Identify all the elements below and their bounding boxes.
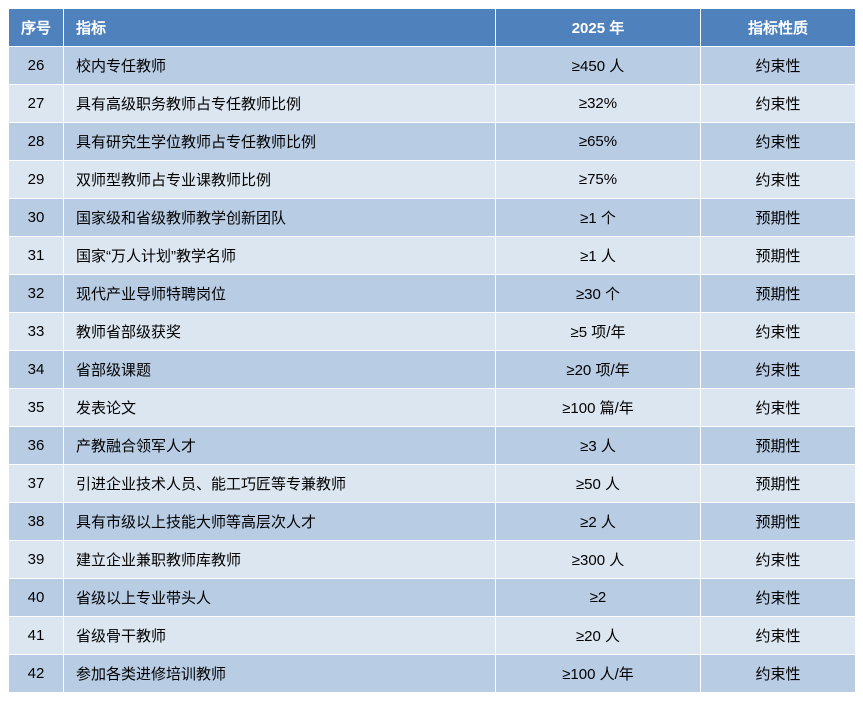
indicators-table: 序号 指标 2025 年 指标性质 26校内专任教师≥450 人约束性27具有高… <box>8 8 856 693</box>
cell-nature: 约束性 <box>701 351 856 389</box>
cell-indicator: 省级骨干教师 <box>64 617 496 655</box>
cell-year: ≥100 篇/年 <box>496 389 701 427</box>
cell-year: ≥30 个 <box>496 275 701 313</box>
header-seq: 序号 <box>9 9 64 47</box>
cell-seq: 26 <box>9 47 64 85</box>
cell-nature: 约束性 <box>701 313 856 351</box>
cell-seq: 41 <box>9 617 64 655</box>
cell-seq: 38 <box>9 503 64 541</box>
cell-seq: 27 <box>9 85 64 123</box>
cell-year: ≥75% <box>496 161 701 199</box>
header-year: 2025 年 <box>496 9 701 47</box>
table-header: 序号 指标 2025 年 指标性质 <box>9 9 856 47</box>
cell-indicator: 校内专任教师 <box>64 47 496 85</box>
cell-seq: 40 <box>9 579 64 617</box>
cell-indicator: 具有研究生学位教师占专任教师比例 <box>64 123 496 161</box>
header-nature: 指标性质 <box>701 9 856 47</box>
cell-nature: 约束性 <box>701 161 856 199</box>
cell-seq: 39 <box>9 541 64 579</box>
cell-nature: 约束性 <box>701 85 856 123</box>
cell-nature: 预期性 <box>701 427 856 465</box>
cell-seq: 29 <box>9 161 64 199</box>
cell-indicator: 具有高级职务教师占专任教师比例 <box>64 85 496 123</box>
cell-seq: 28 <box>9 123 64 161</box>
cell-indicator: 建立企业兼职教师库教师 <box>64 541 496 579</box>
cell-indicator: 省部级课题 <box>64 351 496 389</box>
cell-seq: 35 <box>9 389 64 427</box>
table-row: 40省级以上专业带头人≥2约束性 <box>9 579 856 617</box>
table-row: 37引进企业技术人员、能工巧匠等专兼教师≥50 人预期性 <box>9 465 856 503</box>
cell-year: ≥65% <box>496 123 701 161</box>
table-row: 29双师型教师占专业课教师比例≥75%约束性 <box>9 161 856 199</box>
cell-indicator: 教师省部级获奖 <box>64 313 496 351</box>
cell-seq: 33 <box>9 313 64 351</box>
table-row: 34省部级课题≥20 项/年约束性 <box>9 351 856 389</box>
cell-indicator: 现代产业导师特聘岗位 <box>64 275 496 313</box>
cell-year: ≥100 人/年 <box>496 655 701 693</box>
cell-nature: 约束性 <box>701 47 856 85</box>
table-row: 26校内专任教师≥450 人约束性 <box>9 47 856 85</box>
cell-nature: 约束性 <box>701 123 856 161</box>
cell-year: ≥20 项/年 <box>496 351 701 389</box>
cell-indicator: 双师型教师占专业课教师比例 <box>64 161 496 199</box>
cell-seq: 37 <box>9 465 64 503</box>
cell-year: ≥2 <box>496 579 701 617</box>
table-row: 35发表论文≥100 篇/年约束性 <box>9 389 856 427</box>
cell-nature: 预期性 <box>701 465 856 503</box>
cell-year: ≥300 人 <box>496 541 701 579</box>
table-row: 36产教融合领军人才≥3 人预期性 <box>9 427 856 465</box>
cell-nature: 约束性 <box>701 655 856 693</box>
table-row: 30国家级和省级教师教学创新团队≥1 个预期性 <box>9 199 856 237</box>
cell-nature: 约束性 <box>701 579 856 617</box>
cell-year: ≥1 人 <box>496 237 701 275</box>
table-body: 26校内专任教师≥450 人约束性27具有高级职务教师占专任教师比例≥32%约束… <box>9 47 856 693</box>
table-row: 32现代产业导师特聘岗位≥30 个预期性 <box>9 275 856 313</box>
cell-year: ≥50 人 <box>496 465 701 503</box>
cell-year: ≥3 人 <box>496 427 701 465</box>
cell-year: ≥2 人 <box>496 503 701 541</box>
cell-indicator: 产教融合领军人才 <box>64 427 496 465</box>
cell-nature: 预期性 <box>701 199 856 237</box>
table-header-row: 序号 指标 2025 年 指标性质 <box>9 9 856 47</box>
header-indicator: 指标 <box>64 9 496 47</box>
cell-nature: 约束性 <box>701 617 856 655</box>
table-row: 38具有市级以上技能大师等高层次人才≥2 人预期性 <box>9 503 856 541</box>
cell-indicator: 省级以上专业带头人 <box>64 579 496 617</box>
cell-year: ≥1 个 <box>496 199 701 237</box>
cell-indicator: 参加各类进修培训教师 <box>64 655 496 693</box>
cell-year: ≥32% <box>496 85 701 123</box>
cell-nature: 预期性 <box>701 503 856 541</box>
table-row: 39建立企业兼职教师库教师≥300 人约束性 <box>9 541 856 579</box>
table-row: 33教师省部级获奖≥5 项/年约束性 <box>9 313 856 351</box>
cell-nature: 预期性 <box>701 237 856 275</box>
cell-seq: 34 <box>9 351 64 389</box>
table-row: 42参加各类进修培训教师≥100 人/年约束性 <box>9 655 856 693</box>
cell-seq: 30 <box>9 199 64 237</box>
cell-indicator: 国家“万人计划”教学名师 <box>64 237 496 275</box>
cell-indicator: 引进企业技术人员、能工巧匠等专兼教师 <box>64 465 496 503</box>
table-row: 27具有高级职务教师占专任教师比例≥32%约束性 <box>9 85 856 123</box>
cell-seq: 36 <box>9 427 64 465</box>
cell-seq: 42 <box>9 655 64 693</box>
table-row: 31国家“万人计划”教学名师≥1 人预期性 <box>9 237 856 275</box>
cell-indicator: 国家级和省级教师教学创新团队 <box>64 199 496 237</box>
cell-nature: 约束性 <box>701 541 856 579</box>
cell-nature: 约束性 <box>701 389 856 427</box>
cell-indicator: 发表论文 <box>64 389 496 427</box>
table-row: 41省级骨干教师≥20 人约束性 <box>9 617 856 655</box>
cell-nature: 预期性 <box>701 275 856 313</box>
cell-seq: 31 <box>9 237 64 275</box>
cell-year: ≥20 人 <box>496 617 701 655</box>
cell-year: ≥450 人 <box>496 47 701 85</box>
table-row: 28具有研究生学位教师占专任教师比例≥65%约束性 <box>9 123 856 161</box>
cell-indicator: 具有市级以上技能大师等高层次人才 <box>64 503 496 541</box>
cell-year: ≥5 项/年 <box>496 313 701 351</box>
indicators-table-wrapper: 序号 指标 2025 年 指标性质 26校内专任教师≥450 人约束性27具有高… <box>8 8 855 693</box>
cell-seq: 32 <box>9 275 64 313</box>
